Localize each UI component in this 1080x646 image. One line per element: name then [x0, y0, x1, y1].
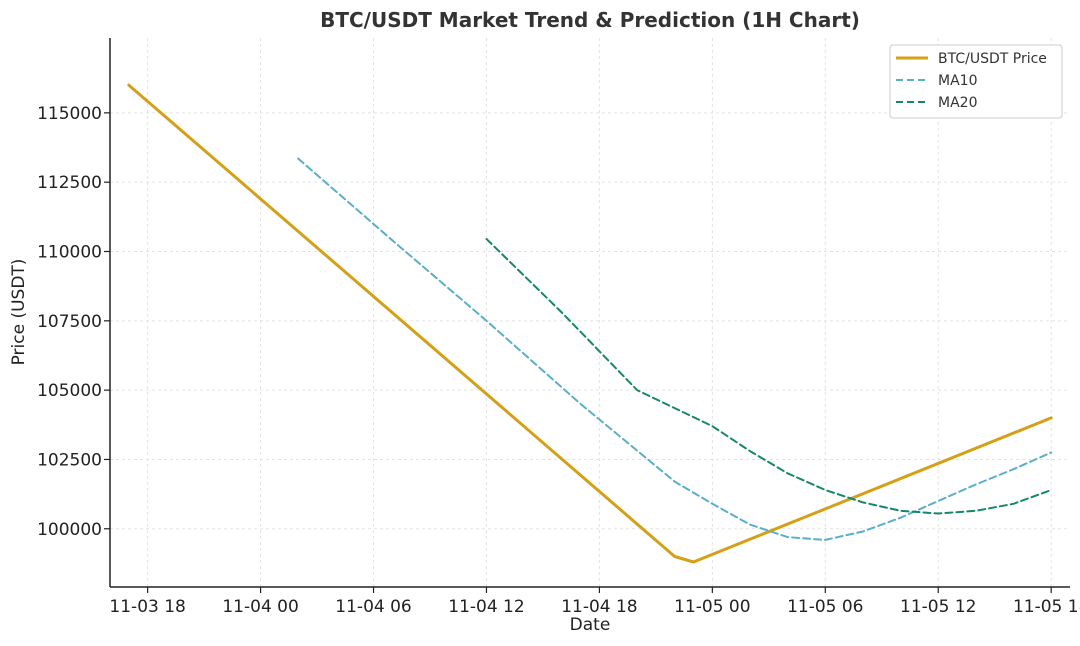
legend-label: BTC/USDT Price	[938, 51, 1047, 67]
grid-lines	[110, 38, 1070, 587]
y-tick-label: 107500	[37, 312, 102, 332]
chart-title: BTC/USDT Market Trend & Prediction (1H C…	[320, 8, 860, 32]
y-tick-label: 112500	[37, 173, 102, 193]
y-tick-label: 100000	[37, 520, 102, 540]
y-tick-label: 102500	[37, 450, 102, 470]
x-tick-label: 11-05 06	[787, 597, 863, 617]
legend: BTC/USDT Price MA10 MA20	[889, 44, 1063, 119]
y-tick-label: 110000	[37, 243, 102, 263]
series-line-ma20	[485, 238, 1053, 515]
y-tick-label: 105000	[37, 381, 102, 401]
y-axis-label: Price (USDT)	[9, 259, 29, 366]
x-tick-label: 11-04 12	[448, 597, 524, 617]
legend-label: MA20	[938, 95, 977, 111]
legend-label: MA10	[938, 73, 977, 89]
x-tick-label: 11-03 18	[109, 597, 185, 617]
x-tick-label: 11-05 12	[900, 597, 976, 617]
y-tick-label: 115000	[37, 104, 102, 124]
x-axis-label: Date	[570, 615, 611, 635]
x-tick-label: 11-04 00	[222, 597, 298, 617]
x-ticks: 11-03 18 11-04 00 11-04 06 11-04 12 11-04 18…	[109, 587, 1080, 617]
series-line-btc-usdt-price	[127, 83, 1053, 564]
x-tick-label: 11-04 06	[335, 597, 411, 617]
legend-box	[889, 44, 1063, 119]
series-line-ma10	[297, 157, 1053, 541]
x-tick-label: 11-05 00	[674, 597, 750, 617]
x-tick-label: 11-04 18	[561, 597, 637, 617]
x-tick-label: 11-05 18	[1013, 597, 1080, 617]
series-lines	[127, 83, 1053, 564]
axes	[109, 38, 1070, 588]
legend-items: BTC/USDT Price MA10 MA20	[896, 51, 1047, 111]
y-ticks: 100000 102500 105000 107500 110000 112500 1150…	[37, 104, 110, 540]
